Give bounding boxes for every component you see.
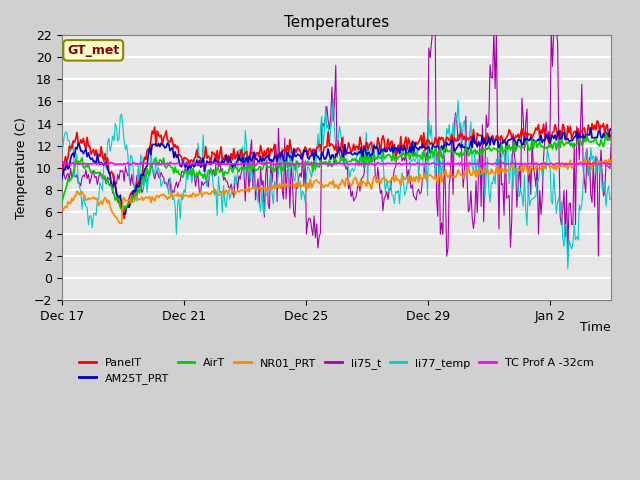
AirT [440,148,448,154]
NR01_PRT [100,197,108,203]
Line: AM25T_PRT: AM25T_PRT [61,128,611,214]
TC Prof A -32cm [166,159,174,165]
li75_t [564,250,572,256]
TC Prof A -32cm [100,161,108,167]
PanelT [440,142,448,147]
li75_t [443,253,451,259]
PanelT [483,138,490,144]
AirT [494,148,502,154]
li75_t [429,27,436,33]
NR01_PRT [118,220,125,226]
AirT [100,175,108,181]
TC Prof A -32cm [607,161,615,167]
NR01_PRT [494,163,502,168]
AM25T_PRT [607,126,615,132]
AirT [378,155,385,160]
AirT [563,139,570,145]
AirT [607,137,615,143]
li77_temp [58,140,65,145]
Line: li75_t: li75_t [61,30,611,256]
PanelT [494,133,502,139]
AM25T_PRT [440,142,448,148]
AM25T_PRT [100,162,108,168]
li75_t [100,176,108,181]
TC Prof A -32cm [564,161,572,167]
TC Prof A -32cm [484,160,492,166]
PanelT [607,135,615,141]
Text: GT_met: GT_met [67,44,120,57]
AM25T_PRT [58,177,65,182]
AirT [483,146,490,152]
Line: PanelT: PanelT [61,121,611,218]
PanelT [563,137,570,143]
AirT [58,200,65,205]
AM25T_PRT [483,143,490,148]
AirT [602,131,610,136]
PanelT [593,118,601,124]
NR01_PRT [582,156,589,162]
TC Prof A -32cm [379,161,387,167]
li77_temp [100,164,108,170]
li77_temp [563,224,570,230]
NR01_PRT [563,160,570,166]
NR01_PRT [58,206,65,212]
NR01_PRT [607,157,615,163]
AM25T_PRT [122,211,129,217]
li75_t [58,165,65,170]
TC Prof A -32cm [495,161,503,167]
TC Prof A -32cm [58,161,65,167]
NR01_PRT [483,167,490,173]
li75_t [495,226,503,232]
PanelT [120,216,128,221]
AM25T_PRT [587,125,595,131]
Line: NR01_PRT: NR01_PRT [61,159,611,223]
AM25T_PRT [378,146,385,152]
li77_temp [440,137,448,143]
AirT [119,209,127,215]
li75_t [607,141,615,146]
PanelT [100,158,108,164]
Line: li77_temp: li77_temp [61,98,611,269]
li77_temp [378,159,385,165]
li77_temp [494,165,502,171]
Legend: PanelT, AM25T_PRT, AirT, NR01_PRT, li75_t, li77_temp, TC Prof A -32cm: PanelT, AM25T_PRT, AirT, NR01_PRT, li75_… [75,353,598,388]
li77_temp [564,266,572,272]
li75_t [484,124,492,130]
li77_temp [483,172,490,178]
li75_t [440,152,448,158]
TC Prof A -32cm [252,163,259,168]
AM25T_PRT [563,136,570,142]
Title: Temperatures: Temperatures [284,15,389,30]
NR01_PRT [378,177,385,182]
Y-axis label: Temperature (C): Temperature (C) [15,117,28,218]
PanelT [378,138,385,144]
li77_temp [330,95,337,101]
Line: TC Prof A -32cm: TC Prof A -32cm [61,162,611,166]
X-axis label: Time: Time [580,321,611,334]
NR01_PRT [440,171,448,177]
li75_t [376,191,384,196]
li77_temp [607,196,615,202]
Line: AirT: AirT [61,133,611,212]
TC Prof A -32cm [442,161,449,167]
PanelT [58,168,65,174]
AM25T_PRT [494,138,502,144]
